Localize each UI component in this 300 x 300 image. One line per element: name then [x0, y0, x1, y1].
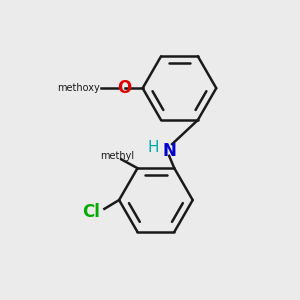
Text: H: H — [147, 140, 159, 154]
Text: methyl: methyl — [100, 152, 134, 161]
Text: Cl: Cl — [82, 203, 100, 221]
Text: methoxy: methoxy — [57, 83, 100, 93]
Text: O: O — [117, 79, 131, 97]
Text: N: N — [162, 142, 176, 160]
